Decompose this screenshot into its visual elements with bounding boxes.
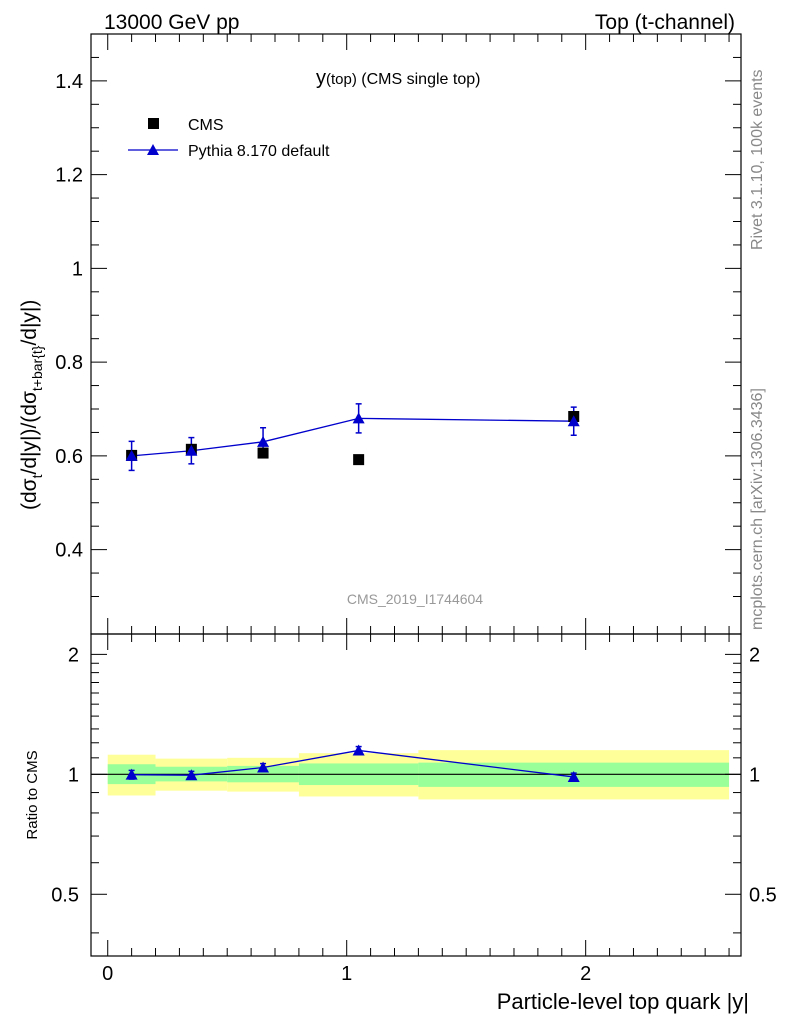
ratio-pythia-point bbox=[125, 768, 138, 780]
ratio-ytick-label-right: 0.5 bbox=[749, 884, 777, 906]
main-ytick-label: 0.4 bbox=[55, 540, 83, 562]
ratio-ticks bbox=[91, 634, 741, 956]
legend-pythia-label: Pythia 8.170 default bbox=[188, 143, 330, 160]
cms-point bbox=[353, 454, 365, 466]
ylabel-sub-2: t+bar{t} bbox=[29, 345, 45, 391]
main-ytick-label: 1.2 bbox=[55, 165, 83, 187]
ratio-ylabel: Ratio to CMS bbox=[24, 750, 41, 839]
main-ylabel: (dσt/d|y|)/(dσt+bar{t}/d|y|) bbox=[18, 300, 45, 510]
title-main: y bbox=[316, 67, 326, 89]
pythia-point bbox=[257, 435, 270, 447]
ratio-pythia-point bbox=[185, 769, 198, 781]
analysis-tag: CMS_2019_I1744604 bbox=[347, 591, 483, 607]
ratio-frame bbox=[90, 633, 742, 957]
legend-pythia-marker bbox=[147, 144, 159, 155]
title-rest: (CMS single top) bbox=[357, 71, 481, 88]
x-tick-label: 2 bbox=[580, 963, 591, 985]
pythia-point bbox=[352, 412, 365, 424]
ratio-ytick-label-left: 2 bbox=[68, 644, 79, 666]
rivet-label: Rivet 3.1.10, 100k events bbox=[749, 69, 766, 250]
ratio-ytick-label-right: 1 bbox=[749, 764, 760, 786]
energy-label: 13000 GeV pp bbox=[104, 11, 239, 34]
ratio-panel: 0.5 0.5 1 1 2 2 0 1 2 Ratio to CMS Particle-lev… bbox=[24, 633, 777, 1014]
mcplots-label: mcplots.cern.ch [arXiv:1306.3436] bbox=[749, 388, 766, 630]
main-ytick-labels: 0.4 0.6 0.8 1 1.2 1.4 bbox=[55, 71, 83, 562]
ylabel-part-2: /d|y|)/(dσ bbox=[18, 391, 41, 474]
process-label: Top (t-channel) bbox=[595, 11, 735, 34]
plot-title: y(top) (CMS single top) bbox=[316, 67, 480, 89]
x-tick-label: 1 bbox=[341, 963, 352, 985]
pythia-point bbox=[125, 449, 138, 461]
main-panel: 0.4 0.6 0.8 1 1.2 1.4 (dσt/d|y|)/(dσt+bar{t}/… bbox=[18, 33, 742, 635]
title-sub: (top) bbox=[326, 71, 357, 88]
x-tick-label: 0 bbox=[102, 963, 113, 985]
pythia-point bbox=[185, 444, 198, 456]
ratio-pythia-point bbox=[257, 761, 270, 773]
pythia-point bbox=[567, 415, 580, 427]
ratio-pythia-point bbox=[567, 770, 580, 782]
main-ticks bbox=[91, 33, 741, 634]
main-data bbox=[125, 403, 580, 472]
legend-cms-marker bbox=[148, 118, 159, 129]
main-ytick-label: 0.6 bbox=[55, 446, 83, 468]
ratio-ytick-label-left: 1 bbox=[68, 764, 79, 786]
ratio-pythia-point bbox=[352, 744, 365, 756]
x-tick-labels: 0 1 2 bbox=[102, 963, 591, 985]
ylabel-part-3: /d|y|) bbox=[18, 300, 41, 346]
ratio-data bbox=[125, 744, 580, 782]
legend-cms-label: CMS bbox=[188, 117, 224, 134]
ylabel-part-1: (dσ bbox=[18, 478, 41, 510]
cms-point bbox=[257, 447, 269, 459]
main-ytick-label: 1.4 bbox=[55, 71, 83, 93]
main-ytick-label: 1 bbox=[72, 258, 83, 280]
ratio-ytick-label-right: 2 bbox=[749, 644, 760, 666]
x-axis-label: Particle-level top quark |y| bbox=[497, 989, 749, 1014]
pythia-series-line bbox=[131, 417, 574, 457]
main-ytick-label: 0.8 bbox=[55, 352, 83, 374]
legend: CMS Pythia 8.170 default bbox=[128, 117, 330, 160]
ratio-ytick-labels: 0.5 0.5 1 1 2 2 bbox=[51, 644, 777, 906]
ratio-ytick-label-left: 0.5 bbox=[51, 884, 79, 906]
ylabel-sub-1: t bbox=[29, 474, 45, 478]
